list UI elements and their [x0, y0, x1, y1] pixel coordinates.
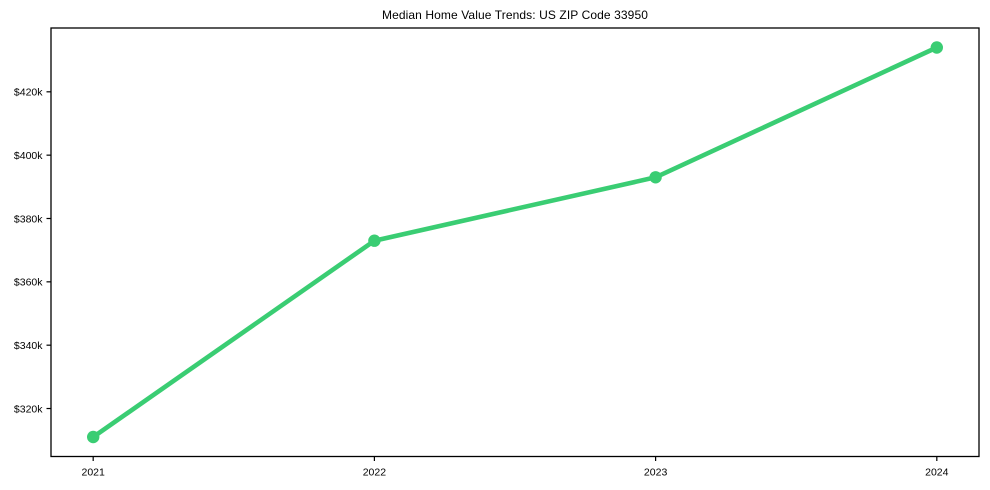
data-point-marker: [368, 234, 381, 247]
y-tick-label: $380k: [14, 213, 43, 225]
data-point-marker: [649, 171, 662, 184]
y-tick-label: $320k: [14, 403, 43, 415]
x-tick-label: 2022: [363, 467, 387, 479]
trend-line: [90, 45, 940, 440]
x-tick-label: 2023: [644, 467, 668, 479]
chart-title: Median Home Value Trends: US ZIP Code 33…: [381, 8, 648, 22]
x-tick-label: 2021: [82, 467, 106, 479]
y-tick-label: $420k: [14, 87, 43, 99]
plot-border: [50, 27, 980, 458]
y-tick-label: $340k: [14, 340, 43, 352]
x-tick-label: 2024: [925, 467, 949, 479]
data-point-marker: [930, 41, 943, 54]
data-point-marker: [87, 430, 100, 444]
y-tick-label: $360k: [14, 277, 43, 289]
y-tick-label: $400k: [14, 150, 43, 162]
